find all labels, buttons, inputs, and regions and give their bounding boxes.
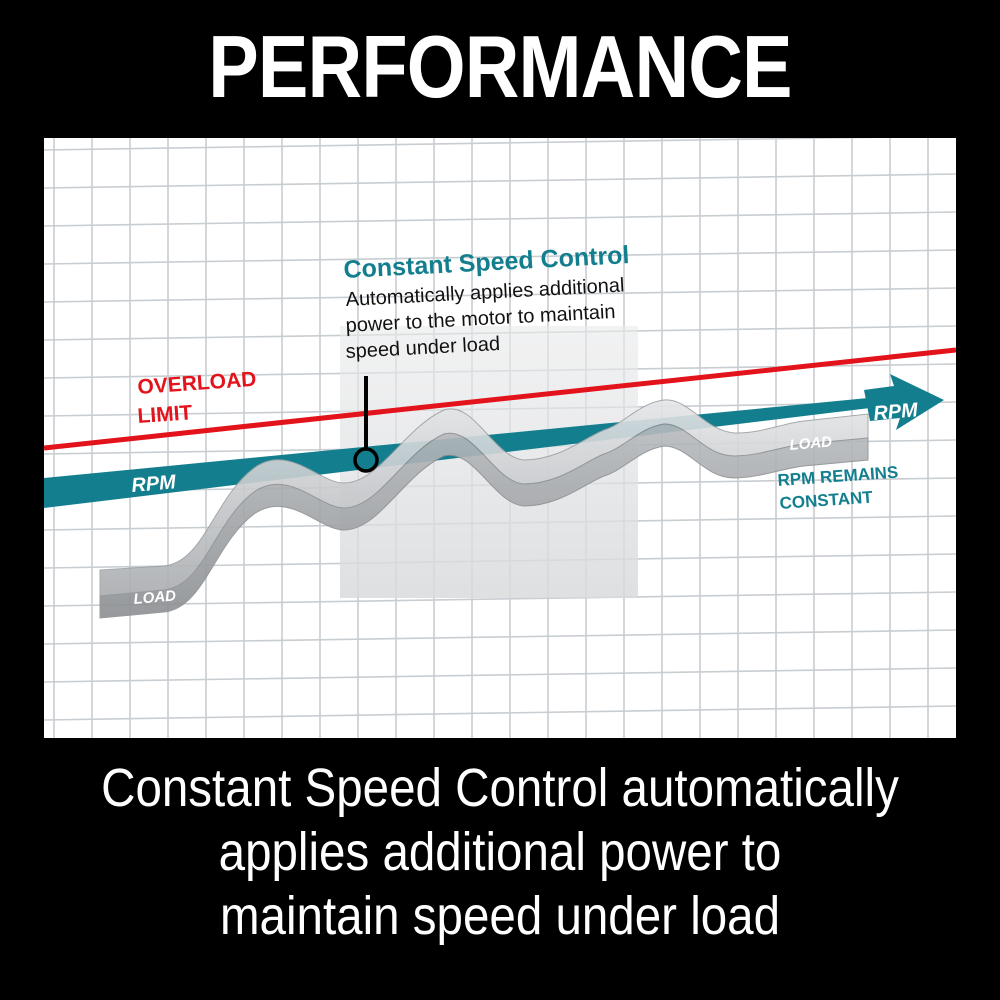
grid-line-horizontal [44, 629, 956, 645]
grid-line-horizontal [44, 211, 956, 227]
page-title: PERFORMANCE [208, 17, 792, 116]
load-label-left: LOAD [133, 587, 177, 608]
grid-line-horizontal [44, 249, 956, 265]
load-ribbon [99, 399, 869, 619]
grid-line-horizontal [44, 667, 956, 683]
grid-line-horizontal [44, 705, 956, 721]
caption-line-1: Constant Speed Control automatically [101, 758, 899, 818]
overload-label-line-1: OVERLOAD [137, 368, 257, 399]
grid-line-horizontal [44, 287, 956, 303]
overload-limit-line [44, 347, 956, 451]
rpm-arrow-head [864, 374, 944, 430]
rpm-label-left: RPM [131, 471, 179, 497]
grid-line-horizontal [44, 173, 956, 189]
load-label-right: LOAD [789, 433, 833, 454]
grid-line-horizontal [44, 138, 878, 151]
rpm-constant-label-line-2: CONSTANT [779, 487, 874, 512]
callout-pointer-marker [353, 447, 379, 473]
caption-line-2: applies additional power to [218, 822, 782, 882]
grid-line-horizontal [44, 591, 956, 607]
caption: Constant Speed Control automatically app… [60, 756, 940, 948]
performance-diagram: Constant Speed Control Automatically app… [44, 138, 956, 738]
rpm-label-right: RPM [873, 399, 921, 425]
diagram-canvas: Constant Speed Control Automatically app… [44, 138, 956, 738]
overload-label-line-2: LIMIT [137, 401, 193, 428]
caption-line-3: maintain speed under load [219, 886, 781, 946]
